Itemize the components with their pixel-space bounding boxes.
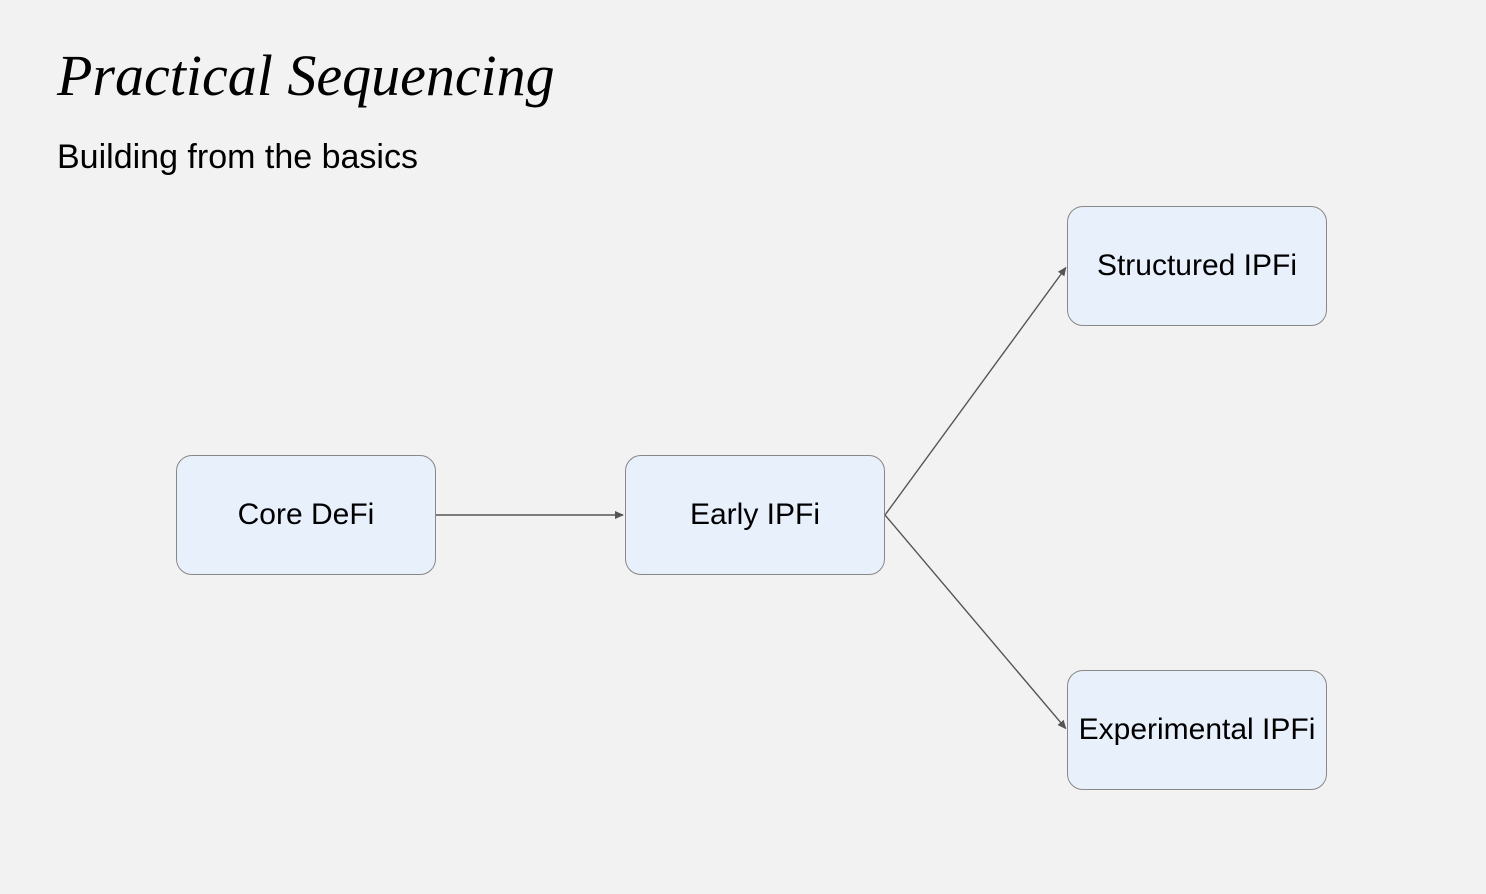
node-structured: Structured IPFi <box>1067 206 1327 326</box>
edge-early-to-structured <box>885 268 1066 515</box>
edge-early-to-experimental <box>885 515 1066 728</box>
node-experimental: Experimental IPFi <box>1067 670 1327 790</box>
node-core: Core DeFi <box>176 455 436 575</box>
node-early: Early IPFi <box>625 455 885 575</box>
slide-subtitle: Building from the basics <box>57 138 418 177</box>
slide-title: Practical Sequencing <box>57 42 555 109</box>
